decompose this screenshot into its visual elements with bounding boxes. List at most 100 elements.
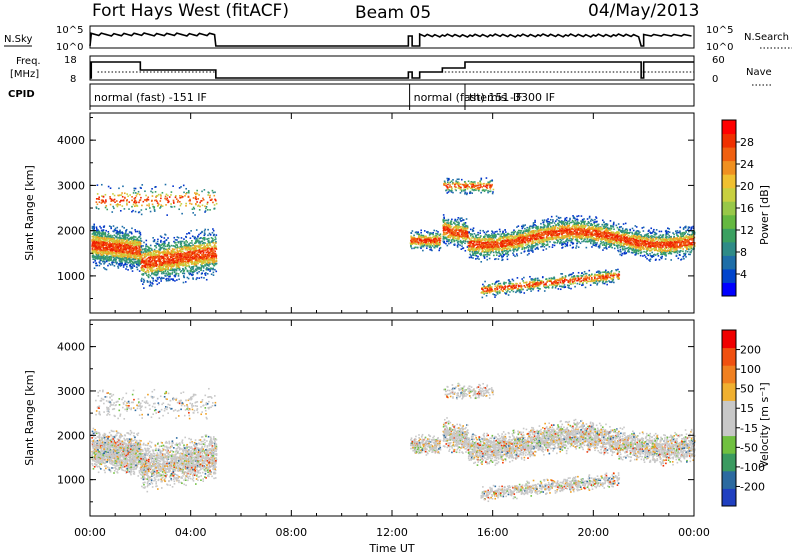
echo-cell	[498, 255, 500, 257]
echo-cell	[191, 203, 193, 205]
echo-cell	[106, 257, 108, 259]
echo-cell	[421, 236, 423, 238]
echo-cell	[178, 263, 180, 265]
echo-cell	[94, 260, 96, 262]
echo-cell	[128, 235, 130, 237]
echo-cell	[201, 262, 203, 264]
echo-cell	[121, 192, 123, 194]
echo-cell	[194, 236, 196, 238]
echo-cell	[204, 258, 206, 260]
echo-cell	[503, 254, 505, 256]
echo-cell	[171, 263, 173, 265]
echo-cell	[130, 238, 132, 240]
echo-cell	[136, 248, 138, 250]
echo-cell	[157, 241, 159, 243]
echo-cell	[125, 248, 127, 250]
echo-cell	[214, 269, 216, 271]
echo-cell	[100, 251, 102, 253]
echo-cell	[171, 273, 173, 275]
echo-cell	[542, 222, 544, 224]
echo-cell	[161, 252, 163, 254]
echo-cell	[587, 225, 589, 227]
echo-cell	[213, 249, 215, 251]
echo-cell	[165, 273, 167, 275]
echo-cell	[127, 195, 129, 197]
nsky-label: N.Sky	[4, 34, 32, 45]
echo-cell	[98, 248, 100, 250]
echo-cell	[135, 197, 137, 199]
echo-cell	[190, 255, 192, 257]
echo-cell	[650, 227, 652, 229]
echo-cell	[119, 260, 121, 262]
echo-cell	[199, 242, 201, 244]
echo-cell	[174, 245, 176, 247]
echo-cell	[141, 252, 143, 254]
echo-cell	[200, 259, 202, 261]
echo-cell	[185, 254, 187, 256]
echo-cell	[167, 237, 169, 239]
echo-cell	[94, 242, 96, 244]
echo-cell	[165, 278, 167, 280]
echo-cell	[163, 273, 165, 275]
echo-cell	[207, 259, 209, 261]
echo-cell	[426, 237, 428, 239]
echo-cell	[643, 251, 645, 253]
echo-cell	[194, 245, 196, 247]
echo-cell	[423, 242, 425, 244]
echo-cell	[110, 204, 112, 206]
echo-cell	[200, 252, 202, 254]
echo-cell	[207, 209, 209, 211]
echo-cell	[132, 259, 134, 261]
echo-cell	[653, 229, 655, 231]
echo-cell	[119, 237, 121, 239]
echo-cell	[147, 250, 149, 252]
echo-cell	[142, 245, 144, 247]
echo-cell	[98, 243, 100, 245]
echo-cell	[203, 270, 205, 272]
echo-cell	[168, 248, 170, 250]
echo-cell	[123, 227, 125, 229]
echo-cell	[209, 248, 211, 250]
echo-cell	[649, 253, 651, 255]
echo-cell	[116, 236, 118, 238]
echo-cell	[611, 247, 613, 249]
echo-cell	[178, 273, 180, 275]
echo-cell	[109, 263, 111, 265]
echo-cell	[411, 237, 413, 239]
echo-cell	[97, 244, 99, 246]
echo-cell	[438, 237, 440, 239]
echo-cell	[164, 250, 166, 252]
echo-cell	[159, 260, 161, 262]
echo-cell	[160, 198, 162, 200]
echo-cell	[210, 258, 212, 260]
echo-cell	[201, 266, 203, 268]
echo-cell	[93, 251, 95, 253]
echo-cell	[96, 242, 98, 244]
freq-label-1: Freq.	[16, 56, 41, 67]
echo-cell	[151, 285, 153, 287]
echo-cell	[194, 214, 196, 216]
echo-cell	[159, 263, 161, 265]
echo-cell	[165, 196, 167, 198]
echo-cell	[110, 259, 112, 261]
echo-cell	[112, 247, 114, 249]
echo-cell	[186, 246, 188, 248]
echo-cell	[209, 243, 211, 245]
echo-cell	[169, 251, 171, 253]
echo-cell	[193, 258, 195, 260]
echo-cell	[181, 213, 183, 215]
echo-cell	[188, 196, 190, 198]
echo-cell	[187, 261, 189, 263]
echo-cell	[123, 236, 125, 238]
echo-cell	[154, 269, 156, 271]
echo-cell	[175, 242, 177, 244]
echo-cell	[495, 231, 497, 233]
echo-cell	[191, 274, 193, 276]
echo-cell	[155, 280, 157, 282]
echo-cell	[166, 214, 168, 216]
echo-cell	[169, 276, 171, 278]
echo-cell	[196, 248, 198, 250]
echo-cell	[136, 195, 138, 197]
